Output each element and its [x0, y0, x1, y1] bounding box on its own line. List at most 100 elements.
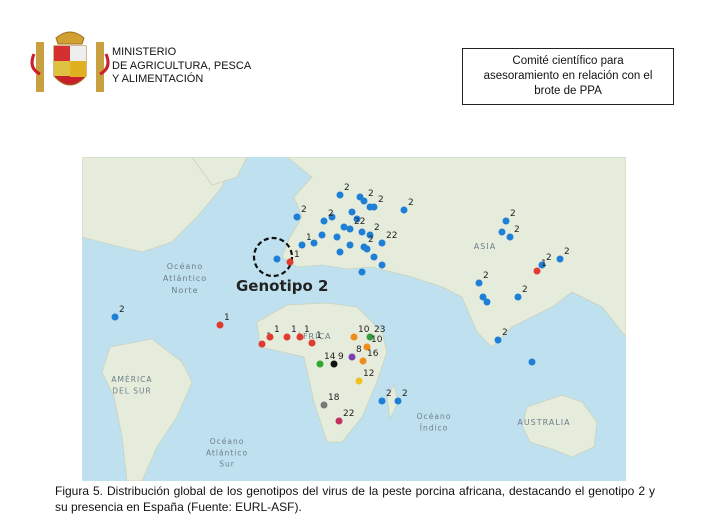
marker-dot: [340, 223, 348, 231]
marker: [360, 243, 368, 251]
marker-label: 23: [374, 325, 385, 335]
marker-label: 8: [356, 345, 362, 355]
marker-label: 1: [316, 331, 322, 341]
ministry-line: MINISTERIO: [112, 46, 177, 58]
marker: [378, 397, 386, 405]
marker-label: 2: [546, 253, 552, 263]
marker: [378, 239, 386, 247]
marker: [298, 241, 306, 249]
ministry-name: MINISTERIO DE AGRICULTURA, PESCA Y ALIME…: [112, 46, 251, 87]
marker: [394, 397, 402, 405]
ministry-line: Y ALIMENTACIÓN: [112, 73, 204, 85]
marker-dot: [358, 228, 366, 236]
highlight-circle: [252, 236, 294, 278]
marker-dot: [310, 239, 318, 247]
marker-label: 2: [510, 209, 516, 219]
marker-label: 16: [367, 349, 379, 359]
marker: [366, 231, 374, 239]
marker: [556, 255, 564, 263]
marker: [350, 333, 358, 341]
marker-label: 2: [368, 235, 374, 245]
marker-label: 1: [291, 325, 297, 335]
region-label: Índico: [420, 423, 449, 432]
marker-label: 2: [344, 183, 350, 193]
marker-dot: [353, 215, 361, 223]
marker: [363, 343, 371, 351]
marker-dot: [333, 233, 341, 241]
marker-label: 2: [564, 247, 570, 257]
marker-dot: [528, 358, 536, 366]
region-label: Norte: [171, 286, 198, 295]
marker-label: 2: [408, 198, 414, 208]
marker-label: 2: [301, 205, 307, 215]
marker: [283, 333, 291, 341]
marker-label: 9: [338, 352, 344, 362]
marker: [258, 340, 266, 348]
marker: [360, 197, 368, 205]
region-label: Atlántico: [163, 274, 207, 283]
marker: [293, 213, 301, 221]
marker: [286, 258, 294, 266]
marker-label: 2: [378, 195, 384, 205]
marker: [320, 401, 328, 409]
region-label: AMÉRICA: [111, 375, 152, 384]
region-label: Océano: [167, 261, 203, 271]
marker-dot: [336, 248, 344, 256]
marker-dot: [328, 213, 336, 221]
region-label: DEL SUR: [112, 386, 152, 395]
highlight-label: Genotipo 2: [236, 277, 328, 295]
marker-label: 22: [343, 409, 354, 419]
region-label: Sur: [219, 460, 235, 469]
marker: [308, 339, 316, 347]
marker: [348, 353, 356, 361]
marker-label: 2: [522, 285, 528, 295]
ministry-line: DE AGRICULTURA, PESCA: [112, 59, 252, 72]
committee-line: asesoramiento en relación con el: [483, 70, 653, 82]
marker-label: 1: [274, 325, 280, 335]
marker: [355, 377, 363, 385]
coat-of-arms: [30, 31, 110, 92]
marker: [359, 357, 367, 365]
marker-label: 1: [224, 313, 230, 323]
marker: [370, 203, 378, 211]
marker-label: 22: [386, 231, 397, 241]
committee-line: Comité científico para: [512, 55, 624, 67]
marker-dot: [479, 293, 487, 301]
caption: Figura 5. Distribución global de los gen…: [55, 484, 655, 514]
marker-label: 2: [514, 225, 520, 235]
marker-label: 1: [541, 259, 547, 269]
marker-label: 10: [371, 335, 383, 345]
marker-dot: [348, 208, 356, 216]
marker-label: 12: [363, 369, 374, 379]
marker-label: 1: [294, 250, 300, 260]
marker-dot: [378, 261, 386, 269]
marker-label: 1: [306, 233, 312, 243]
marker: [296, 333, 304, 341]
marker: [475, 279, 483, 287]
marker-dot: [273, 255, 281, 263]
marker-label: 2: [402, 389, 408, 399]
marker-dot: [346, 241, 354, 249]
region-label: Atlántico: [206, 448, 248, 457]
marker: [316, 360, 324, 368]
marker-label: 14: [324, 352, 336, 362]
marker-label: 2: [374, 223, 380, 233]
committee-box: Comité científico para asesoramiento en …: [462, 48, 674, 105]
marker-dot: [370, 253, 378, 261]
marker-dot: [498, 228, 506, 236]
marker-label: 18: [328, 393, 340, 403]
region-label: Océano: [210, 437, 245, 446]
marker-label: 22: [354, 217, 365, 227]
marker-label: 2: [502, 328, 508, 338]
marker: [494, 336, 502, 344]
marker: [538, 261, 546, 269]
marker: [533, 267, 541, 275]
marker-dot: [318, 231, 326, 239]
marker-label: 2: [483, 271, 489, 281]
map: Genotipo 2 Océano Atlántico Norte ASIA ÁFRIC…: [82, 157, 626, 481]
marker: [366, 333, 374, 341]
marker-label: 2: [368, 189, 374, 199]
marker: [400, 206, 408, 214]
marker: [216, 321, 224, 329]
marker: [506, 233, 514, 241]
